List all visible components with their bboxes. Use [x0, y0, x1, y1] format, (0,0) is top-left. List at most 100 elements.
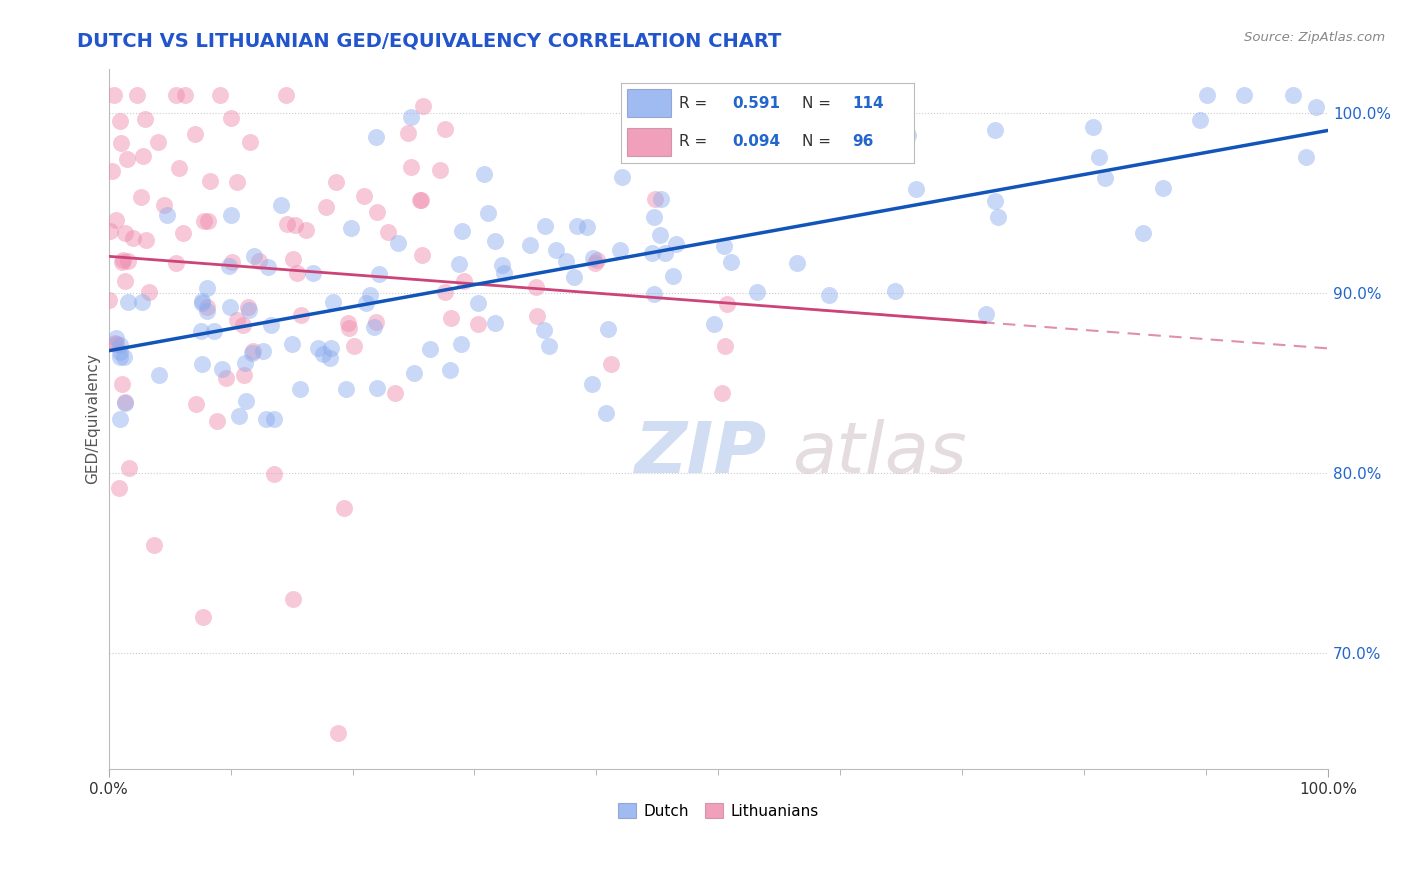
Point [238, 302, 260, 317]
Point [254, 412, 277, 426]
Point [108, 350, 131, 364]
Point [284, 218, 307, 232]
Point [138, 285, 160, 299]
Point [702, 317, 724, 331]
Point [233, 368, 256, 383]
Point [451, 224, 474, 238]
Point [191, 357, 214, 371]
Point [125, 88, 148, 103]
Point [191, 609, 214, 624]
Point [494, 266, 516, 280]
Point [1081, 120, 1104, 134]
Point [186, 397, 208, 411]
Point [307, 341, 329, 355]
Point [108, 412, 131, 426]
Point [112, 351, 135, 365]
Point [1094, 170, 1116, 185]
Point [439, 363, 461, 377]
Point [472, 167, 495, 181]
Point [610, 170, 633, 185]
Point [599, 358, 621, 372]
Point [205, 414, 228, 428]
Point [232, 318, 254, 333]
Point [114, 395, 136, 409]
Point [333, 501, 356, 516]
Point [401, 161, 423, 175]
Point [714, 339, 737, 353]
Point [384, 386, 406, 401]
Point [984, 122, 1007, 136]
Point [115, 152, 138, 166]
Point [786, 256, 808, 270]
Point [974, 307, 997, 321]
Point [364, 129, 387, 144]
Point [467, 295, 489, 310]
Point [215, 371, 238, 385]
Text: DUTCH VS LITHUANIAN GED/EQUIVALENCY CORRELATION CHART: DUTCH VS LITHUANIAN GED/EQUIVALENCY CORR… [77, 31, 782, 50]
Point [565, 219, 588, 234]
Point [363, 319, 385, 334]
Point [367, 268, 389, 282]
Point [165, 256, 187, 270]
Text: Source: ZipAtlas.com: Source: ZipAtlas.com [1244, 31, 1385, 45]
Point [108, 114, 131, 128]
Point [325, 175, 347, 189]
Point [987, 211, 1010, 225]
Point [546, 243, 568, 257]
Point [238, 300, 260, 314]
Point [211, 361, 233, 376]
Point [114, 274, 136, 288]
Point [336, 316, 359, 330]
Point [288, 383, 311, 397]
Point [263, 412, 285, 426]
Point [716, 297, 738, 311]
Point [340, 221, 363, 235]
Point [366, 381, 388, 395]
Point [146, 135, 169, 149]
Point [111, 252, 134, 267]
Point [433, 121, 456, 136]
Point [335, 382, 357, 396]
Point [226, 313, 249, 327]
Point [191, 295, 214, 310]
Point [200, 174, 222, 188]
Point [118, 460, 141, 475]
Point [402, 366, 425, 380]
Point [1088, 150, 1111, 164]
Point [274, 88, 297, 103]
Point [184, 127, 207, 141]
Point [343, 339, 366, 353]
Point [209, 88, 232, 103]
Point [321, 295, 343, 310]
Point [247, 254, 270, 268]
Point [131, 295, 153, 310]
Point [576, 220, 599, 235]
Point [643, 287, 665, 301]
Point [302, 266, 325, 280]
Point [326, 726, 349, 740]
Point [165, 88, 187, 103]
Point [114, 396, 136, 410]
Point [104, 337, 127, 351]
Point [167, 161, 190, 175]
Point [191, 293, 214, 308]
Point [897, 128, 920, 142]
Point [747, 285, 769, 299]
Point [353, 188, 375, 202]
Point [581, 376, 603, 391]
Point [103, 88, 125, 103]
Point [704, 130, 727, 145]
Point [219, 208, 242, 222]
Point [447, 257, 470, 271]
Point [883, 284, 905, 298]
Point [193, 213, 215, 227]
Point [1295, 150, 1317, 164]
Point [720, 255, 742, 269]
Point [419, 342, 441, 356]
Point [312, 347, 335, 361]
Point [134, 112, 156, 126]
Point [337, 321, 360, 335]
Point [399, 110, 422, 124]
Point [218, 259, 240, 273]
Point [195, 300, 218, 314]
